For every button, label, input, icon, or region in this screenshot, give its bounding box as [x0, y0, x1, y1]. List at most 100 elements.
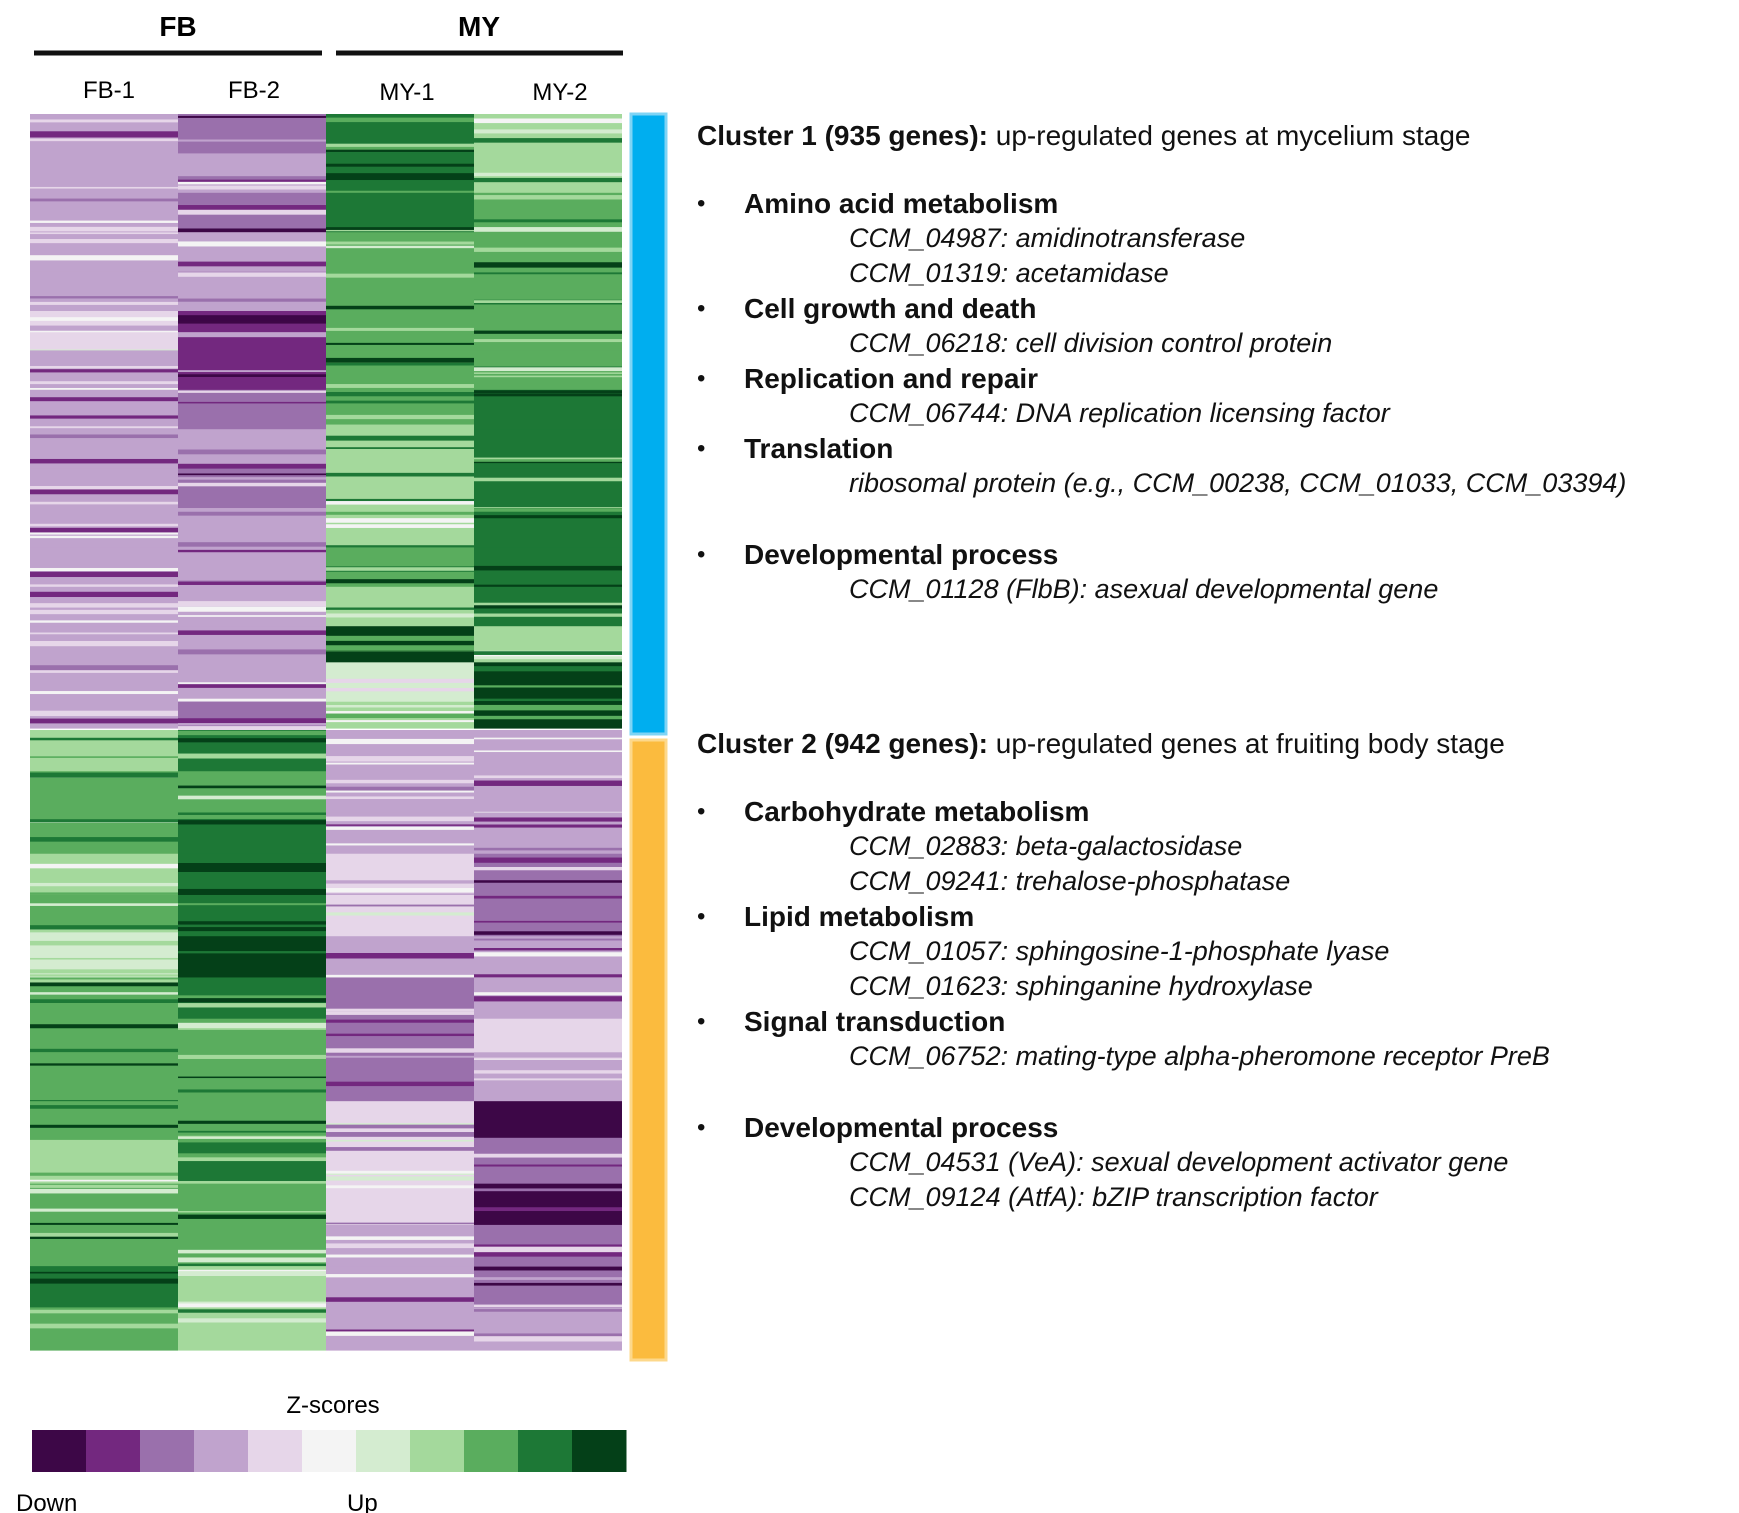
colorbar — [32, 1430, 627, 1472]
cluster2-streak — [178, 1301, 326, 1304]
cluster1-streak — [326, 705, 474, 708]
cluster2-streak — [30, 992, 178, 995]
cluster1-streak — [326, 567, 474, 571]
cluster2-streak — [30, 1024, 178, 1029]
cluster1-streak — [178, 463, 326, 469]
cluster1-cell — [178, 114, 326, 154]
bullet: • — [697, 435, 706, 462]
cluster1-streak — [30, 489, 178, 495]
cluster1-streak — [178, 318, 326, 324]
cluster2-streak — [474, 1336, 622, 1342]
cluster2-streak — [474, 996, 622, 1002]
cluster1-streak — [326, 498, 474, 502]
cluster2-streak — [326, 1331, 474, 1336]
cluster1-streak — [326, 678, 474, 683]
category-group: • Carbohydrate metabolism CCM_02883: bet… — [697, 794, 1717, 899]
cluster1-streak — [30, 415, 178, 419]
cluster2-streak — [178, 795, 326, 800]
gene-item: CCM_09124 (AtfA): bZIP transcription fac… — [849, 1182, 1378, 1212]
cluster2-streak — [326, 779, 474, 784]
cluster2-streak — [326, 1173, 474, 1175]
cluster2-cell — [178, 936, 326, 979]
cluster2-streak — [178, 785, 326, 789]
cluster1-streak — [474, 515, 622, 519]
cluster2-streak — [30, 979, 178, 985]
cluster1-streak — [30, 632, 178, 635]
cluster1-streak — [326, 424, 474, 430]
cluster2-streak — [30, 756, 178, 758]
cluster1-streak — [326, 511, 474, 515]
cluster2-streak — [326, 1132, 474, 1137]
cluster2-cell — [178, 1307, 326, 1351]
cluster2-streak — [474, 857, 622, 863]
category-group: • Translation ribosomal protein (e.g., C… — [697, 431, 1717, 501]
cluster1-streak — [30, 426, 178, 429]
cluster1-streak — [178, 722, 326, 726]
cluster2-streak — [474, 1333, 622, 1338]
colorbar-swatch — [302, 1430, 357, 1472]
cluster2-cell — [326, 1059, 474, 1102]
cluster2-streak — [474, 1164, 622, 1167]
cluster2-streak — [30, 999, 178, 1003]
cluster2-streak — [178, 1022, 326, 1029]
cluster1-streak — [30, 691, 178, 695]
cluster1-streak — [178, 607, 326, 612]
cluster1-streak — [178, 176, 326, 180]
cluster1-streak — [178, 332, 326, 338]
bullet: • — [697, 1114, 706, 1141]
cluster2-streak — [178, 1210, 326, 1213]
cluster1-streak — [474, 457, 622, 461]
cluster2-streak — [30, 882, 178, 887]
cluster1-streak — [474, 704, 622, 711]
cluster2-streak — [326, 1011, 474, 1015]
cluster2-streak — [30, 1188, 178, 1194]
cluster1-streak — [178, 601, 326, 607]
cluster1-streak — [30, 220, 178, 223]
cluster1-cell — [30, 389, 178, 430]
cluster1-streak — [178, 205, 326, 210]
cluster1-streak — [30, 296, 178, 299]
cluster-title-bold: Cluster 1 (935 genes): — [697, 120, 988, 151]
cluster2-streak — [178, 888, 326, 894]
cluster2-streak — [178, 1318, 326, 1323]
cluster1-streak — [326, 227, 474, 230]
cluster2-streak — [30, 1172, 178, 1176]
category-name: Carbohydrate metabolism — [744, 796, 1090, 827]
cluster1-streak — [30, 186, 178, 189]
cluster1-streak — [178, 482, 326, 487]
cluster1-streak — [326, 579, 474, 584]
cluster2-streak — [30, 772, 178, 778]
cluster2-streak — [474, 780, 622, 786]
cluster2-streak — [326, 1236, 474, 1240]
cluster2-streak — [178, 1076, 326, 1079]
cluster1-streak — [326, 645, 474, 651]
cluster2-cell — [326, 1018, 474, 1061]
cluster2-streak — [474, 920, 622, 923]
cluster2-streak — [178, 951, 326, 954]
cluster1-streak — [178, 449, 326, 455]
cluster2-streak — [474, 1277, 622, 1280]
cluster2-cell — [474, 1101, 622, 1144]
gene-item: CCM_02883: beta-galactosidase — [849, 831, 1243, 861]
cluster2-cell — [30, 1059, 178, 1102]
cluster1-streak — [326, 241, 474, 245]
cluster2-streak — [30, 1309, 178, 1314]
cluster2-streak — [326, 1124, 474, 1129]
cluster2-streak — [326, 1243, 474, 1249]
cluster1-streak — [326, 613, 474, 618]
gene-item: CCM_01128 (FlbB): asexual developmental … — [849, 574, 1439, 604]
cluster1-streak — [30, 381, 178, 385]
colorbar-swatch — [410, 1430, 465, 1472]
cluster1-cell — [30, 153, 178, 194]
cluster-1-bar — [629, 112, 668, 736]
cluster2-streak — [30, 1048, 178, 1053]
cluster1-streak — [474, 173, 622, 177]
cluster1-streak — [30, 603, 178, 608]
cluster2-streak — [30, 1063, 178, 1066]
cluster2-streak — [178, 1257, 326, 1263]
cluster1-streak — [178, 241, 326, 247]
colorbar-swatch — [248, 1430, 303, 1472]
cluster1-cell — [178, 389, 326, 430]
gene-item: CCM_09241: trehalose-phosphatase — [849, 866, 1291, 896]
cluster1-cell — [30, 232, 178, 273]
